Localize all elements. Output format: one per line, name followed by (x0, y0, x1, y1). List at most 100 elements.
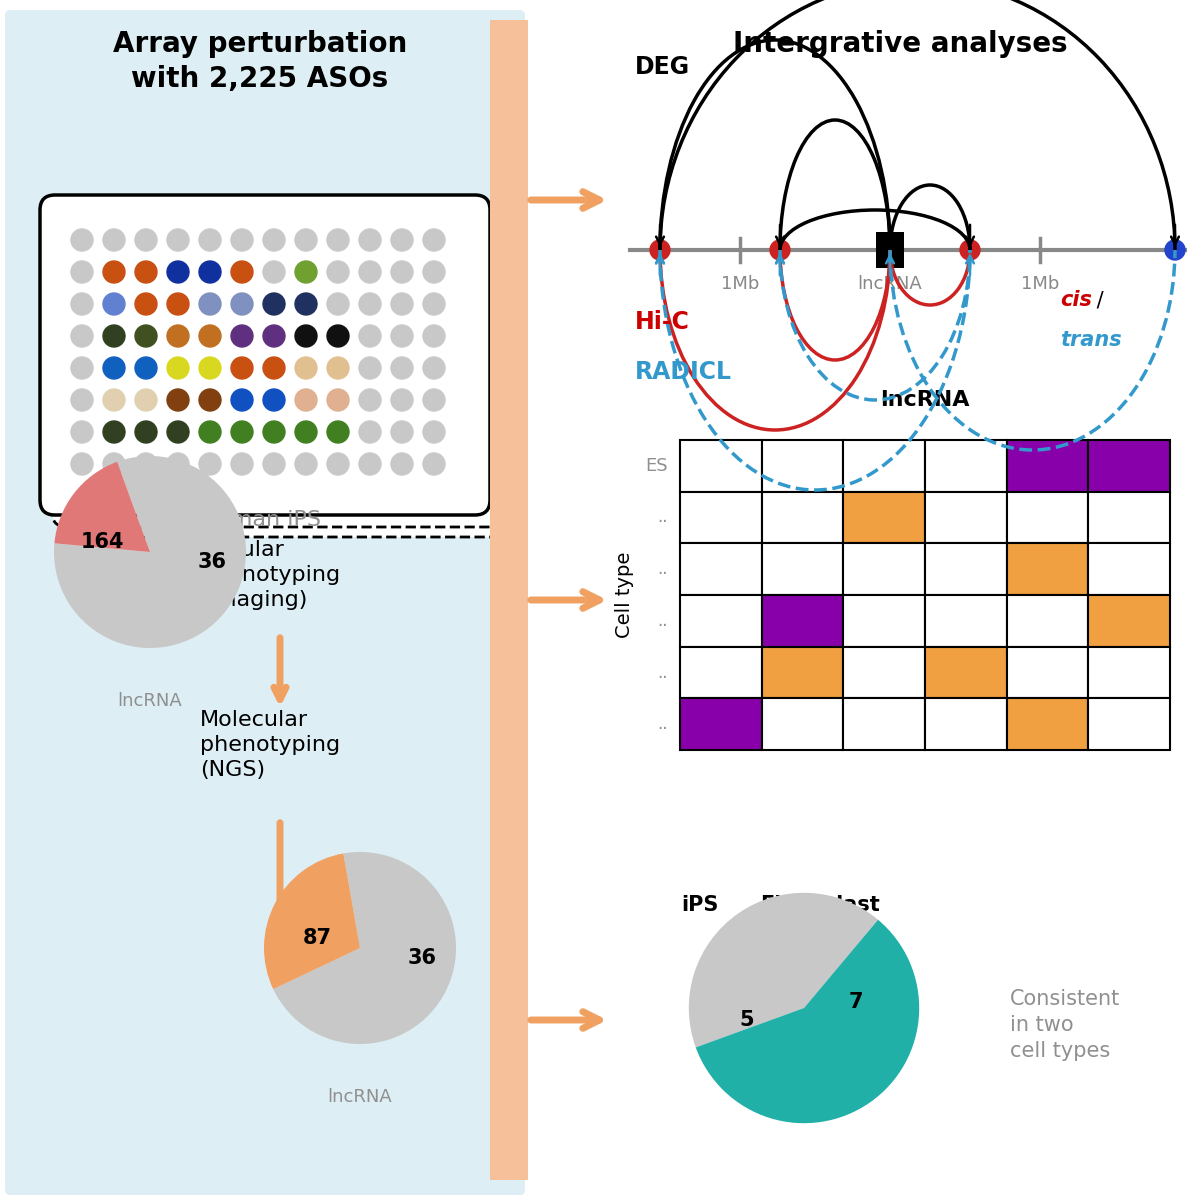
Text: 87: 87 (302, 929, 331, 948)
Circle shape (103, 293, 125, 314)
Circle shape (103, 421, 125, 443)
Circle shape (359, 229, 382, 251)
Text: Consistent
in two
cell types: Consistent in two cell types (1010, 989, 1121, 1061)
Circle shape (359, 421, 382, 443)
FancyBboxPatch shape (5, 10, 526, 1195)
Circle shape (326, 325, 349, 347)
Circle shape (391, 260, 413, 283)
Circle shape (263, 421, 286, 443)
Bar (1007, 544, 1088, 595)
Circle shape (424, 229, 445, 251)
Text: 1Mb: 1Mb (1021, 275, 1060, 293)
Circle shape (326, 421, 349, 443)
Text: lncRNA: lncRNA (858, 275, 923, 293)
Text: 1Mb: 1Mb (721, 275, 760, 293)
Bar (925, 698, 1007, 750)
Circle shape (134, 293, 157, 314)
Bar (1007, 647, 1088, 698)
Bar (1007, 698, 1088, 750)
Bar (490, 20, 528, 1180)
Circle shape (326, 452, 349, 475)
Circle shape (103, 452, 125, 475)
Wedge shape (696, 919, 919, 1123)
Bar (1088, 595, 1170, 647)
Bar (762, 698, 844, 750)
Text: Fibroblast: Fibroblast (760, 895, 880, 914)
Circle shape (424, 421, 445, 443)
Circle shape (263, 358, 286, 379)
Circle shape (134, 452, 157, 475)
FancyBboxPatch shape (62, 217, 512, 538)
Circle shape (391, 452, 413, 475)
Circle shape (359, 389, 382, 410)
Circle shape (199, 229, 221, 251)
Bar (680, 544, 762, 595)
Bar (1088, 440, 1170, 492)
Circle shape (167, 229, 190, 251)
Bar (1088, 492, 1170, 544)
Text: cis: cis (1060, 290, 1092, 310)
Circle shape (199, 389, 221, 410)
Bar (844, 698, 925, 750)
Circle shape (326, 229, 349, 251)
Circle shape (134, 389, 157, 410)
Circle shape (230, 421, 253, 443)
Bar (1007, 492, 1088, 544)
Circle shape (167, 421, 190, 443)
Wedge shape (689, 893, 878, 1048)
Text: /: / (1090, 290, 1104, 310)
Circle shape (424, 325, 445, 347)
Circle shape (263, 389, 286, 410)
Bar (762, 440, 844, 492)
Bar (844, 595, 925, 647)
Circle shape (263, 260, 286, 283)
Text: RADICL: RADICL (635, 360, 732, 384)
Bar (680, 440, 762, 492)
Bar (680, 492, 762, 544)
Circle shape (391, 421, 413, 443)
Text: ..: .. (658, 664, 668, 682)
Circle shape (391, 229, 413, 251)
Wedge shape (54, 462, 150, 552)
Text: ES: ES (646, 457, 668, 475)
Circle shape (295, 358, 317, 379)
Wedge shape (274, 852, 456, 1044)
Text: Hi-C: Hi-C (635, 310, 690, 334)
Text: lncRNA: lncRNA (328, 1087, 392, 1106)
Bar (925, 595, 1007, 647)
Circle shape (359, 452, 382, 475)
Circle shape (230, 260, 253, 283)
Circle shape (167, 325, 190, 347)
Circle shape (134, 325, 157, 347)
Text: Cell type: Cell type (616, 552, 635, 638)
FancyBboxPatch shape (40, 194, 490, 515)
Bar (680, 647, 762, 698)
Bar (762, 647, 844, 698)
Circle shape (230, 389, 253, 410)
Circle shape (103, 358, 125, 379)
Circle shape (134, 260, 157, 283)
Circle shape (295, 421, 317, 443)
Circle shape (167, 260, 190, 283)
Circle shape (71, 293, 94, 314)
Circle shape (359, 358, 382, 379)
Text: 36: 36 (198, 552, 227, 571)
Circle shape (960, 240, 980, 260)
Circle shape (199, 358, 221, 379)
Circle shape (71, 325, 94, 347)
Circle shape (263, 293, 286, 314)
Circle shape (71, 452, 94, 475)
Circle shape (424, 358, 445, 379)
Bar (844, 647, 925, 698)
Bar (680, 595, 762, 647)
Circle shape (71, 389, 94, 410)
Circle shape (263, 229, 286, 251)
Circle shape (167, 293, 190, 314)
Bar (1088, 698, 1170, 750)
Circle shape (71, 260, 94, 283)
Circle shape (391, 325, 413, 347)
Circle shape (199, 452, 221, 475)
Bar (844, 544, 925, 595)
Bar (925, 544, 1007, 595)
Circle shape (199, 260, 221, 283)
